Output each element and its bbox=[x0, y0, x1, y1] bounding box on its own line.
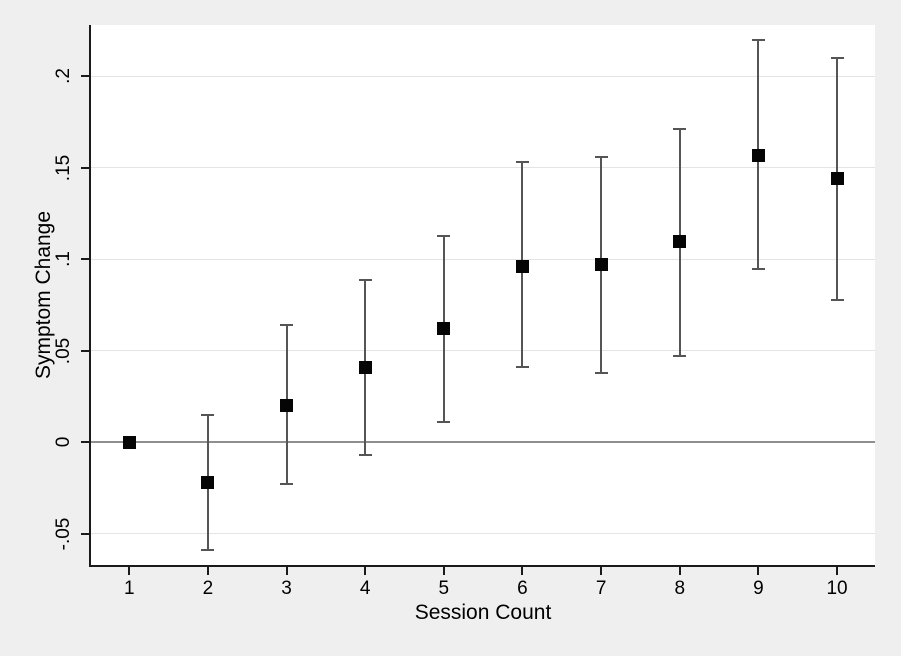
error-bar-cap-top bbox=[830, 57, 844, 60]
error-bar-cap-bottom bbox=[201, 549, 215, 552]
error-bar-cap-top bbox=[280, 324, 294, 327]
x-tick bbox=[285, 567, 288, 575]
y-tick-label: .05 bbox=[53, 337, 74, 365]
x-tick-label: 2 bbox=[202, 578, 214, 599]
point-marker bbox=[201, 476, 215, 490]
error-bar-cap-bottom bbox=[280, 483, 294, 486]
y-gridline bbox=[91, 75, 875, 77]
x-tick-label: 5 bbox=[438, 578, 450, 599]
x-tick-label: 4 bbox=[359, 578, 371, 599]
y-gridline bbox=[91, 258, 875, 260]
error-bar-cap-top bbox=[751, 38, 765, 41]
error-bar-cap-top bbox=[515, 161, 529, 164]
error-bar-cap-bottom bbox=[594, 371, 608, 374]
y-tick-label: .15 bbox=[53, 154, 74, 182]
point-marker bbox=[673, 234, 687, 248]
y-tick bbox=[81, 441, 89, 444]
x-tick bbox=[757, 567, 760, 575]
point-marker bbox=[830, 172, 844, 186]
x-tick bbox=[364, 567, 367, 575]
error-bar-cap-top bbox=[358, 278, 372, 281]
point-marker bbox=[358, 360, 372, 374]
x-tick bbox=[678, 567, 681, 575]
y-tick bbox=[81, 75, 89, 78]
error-bar-cap-top bbox=[673, 128, 687, 131]
plot-area bbox=[91, 25, 875, 565]
point-marker bbox=[515, 260, 529, 274]
error-bar-cap-top bbox=[201, 413, 215, 416]
y-tick-label: -.05 bbox=[53, 517, 74, 551]
error-bar-cap-bottom bbox=[358, 454, 372, 457]
error-bar-cap-bottom bbox=[515, 366, 529, 369]
x-tick bbox=[206, 567, 209, 575]
y-gridline bbox=[91, 533, 875, 535]
x-tick-label: 9 bbox=[753, 578, 764, 599]
error-bar-cap-top bbox=[437, 234, 451, 237]
point-marker bbox=[594, 258, 608, 272]
y-gridline bbox=[91, 167, 875, 169]
y-axis-line bbox=[89, 25, 91, 567]
y-tick bbox=[81, 258, 89, 261]
y-tick-label: 0 bbox=[53, 437, 74, 448]
error-bar-cap-bottom bbox=[830, 298, 844, 301]
x-tick bbox=[600, 567, 603, 575]
y-tick bbox=[81, 349, 89, 352]
point-marker bbox=[122, 435, 136, 449]
y-tick bbox=[81, 532, 89, 535]
x-tick-label: 6 bbox=[517, 578, 528, 599]
error-bar-cap-bottom bbox=[673, 355, 687, 358]
x-tick bbox=[521, 567, 524, 575]
zero-reference-line bbox=[91, 441, 875, 444]
x-tick-label: 1 bbox=[123, 578, 135, 599]
x-tick-label: 8 bbox=[674, 578, 686, 599]
x-tick-label: 3 bbox=[281, 578, 292, 599]
point-marker bbox=[437, 322, 451, 336]
y-tick-label: .2 bbox=[53, 68, 74, 85]
y-tick-label: .1 bbox=[53, 251, 74, 268]
x-tick bbox=[128, 567, 131, 575]
error-bar-cap-bottom bbox=[437, 421, 451, 424]
x-axis-line bbox=[89, 565, 875, 567]
x-axis-title: Session Count bbox=[414, 601, 552, 624]
y-gridline bbox=[91, 350, 875, 352]
error-bar-cap-bottom bbox=[751, 267, 765, 270]
error-bar-cap-top bbox=[594, 155, 608, 158]
point-marker bbox=[280, 399, 294, 413]
point-marker bbox=[751, 148, 765, 162]
x-tick bbox=[442, 567, 445, 575]
x-tick-label: 10 bbox=[826, 578, 848, 599]
y-tick bbox=[81, 166, 89, 169]
x-tick-label: 7 bbox=[595, 578, 607, 599]
x-tick bbox=[836, 567, 839, 575]
